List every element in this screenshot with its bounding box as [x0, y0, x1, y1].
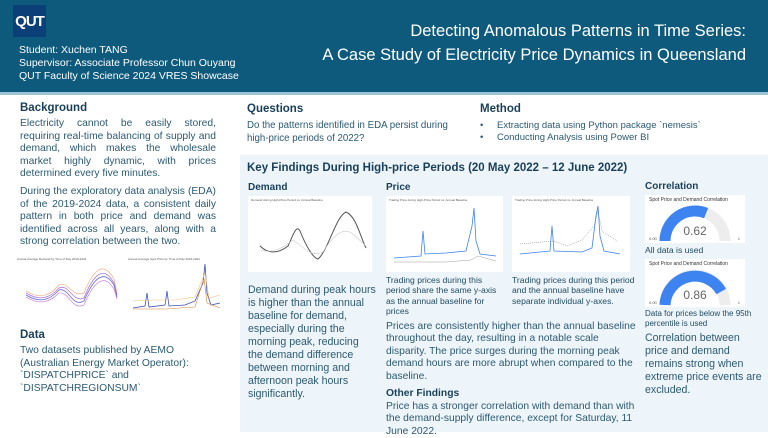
gauge-arc [659, 205, 731, 242]
event-name: QUT Faculty of Science 2024 VRES Showcas… [19, 70, 239, 82]
qut-logo: QUT [13, 5, 46, 37]
method-item: Conducting Analysis using Power BI [480, 132, 701, 144]
background-paragraph-2: During the exploratory data analysis (ED… [20, 185, 216, 248]
demand-lines [25, 268, 118, 307]
key-findings-heading: Key Findings During High-price Periods (… [247, 162, 628, 174]
data-heading: Data [20, 328, 45, 341]
price-lines [393, 207, 497, 263]
questions-heading: Questions [247, 103, 304, 115]
gauge-title: Spot Price and Demand Correlation [649, 261, 728, 268]
background-paragraph-1: Electricity cannot be easily stored, req… [20, 118, 216, 180]
header-divider [0, 92, 768, 95]
gauge-value: 0.86 [683, 288, 707, 303]
questions-text: Do the patterns identified in EDA persis… [247, 120, 448, 144]
gauge-min: 0.00 [649, 236, 657, 241]
gauge-max: 1 [737, 236, 740, 241]
header-banner [0, 0, 768, 92]
supervisor-name: Supervisor: Associate Professor Chun Ouy… [19, 57, 236, 69]
price-column: Price Trading Price during High-Price Pe… [386, 182, 640, 438]
demand-vs-baseline-chart: Demand during High-Price Period vs. Annu… [248, 196, 372, 272]
method-item: Extracting data using Python package `ne… [480, 120, 701, 132]
correlation-gauge-all-data: Spot Price and Demand Correlation 0.62 0… [645, 195, 745, 243]
price-lines [519, 205, 621, 255]
chart-title: Annual Average Spot Price by Time of Day… [128, 256, 200, 261]
gauge-max: 1 [737, 300, 740, 306]
price-text: Prices are consistently higher than the … [386, 320, 636, 382]
price-caption-1: Trading prices during this period share … [386, 275, 497, 317]
method-list: Extracting data using Python package `ne… [480, 120, 701, 144]
price-captions: Trading prices during this period share … [386, 275, 640, 317]
price-charts: Trading Price during High-Price Period v… [386, 196, 640, 272]
price-separate-axes-chart: Trading Price during High-Price Period v… [512, 196, 630, 272]
poster-title-line2: A Case Study of Electricity Price Dynami… [322, 46, 746, 64]
chart-title: Trading Price during High-Price Period v… [389, 198, 468, 202]
poster-title-line1: Detecting Anomalous Patterns in Time Ser… [410, 22, 746, 40]
gauge-value: 0.62 [683, 224, 707, 238]
chart-title: Annual Average Demand by Time of Day 201… [17, 256, 87, 261]
correlation-heading: Correlation [645, 181, 699, 192]
other-findings-heading: Other Findings [386, 387, 460, 399]
method-heading: Method [480, 103, 521, 115]
gauge2-caption: Data for prices below the 95th percentil… [645, 309, 752, 329]
eda-price-chart: Annual Average Spot Price by Time of Day… [125, 254, 225, 319]
other-findings-text: Price has a stronger correlation with de… [386, 400, 635, 437]
left-column: Background Electricity cannot be easily … [14, 102, 225, 395]
demand-column: Demand Demand during High-Price Period v… [248, 182, 376, 401]
demand-heading: Demand [248, 182, 288, 193]
demand-lines [259, 211, 367, 260]
data-text: Two datasets published by AEMO (Australi… [20, 344, 189, 394]
eda-charts: Annual Average Demand by Time of Day 201… [14, 254, 225, 319]
chart-title: Trading Price during High-Price Period v… [515, 198, 594, 202]
gauge1-caption: All data is used [645, 245, 704, 255]
student-name: Student: Xuchen TANG [19, 44, 128, 56]
gauge-arc [659, 269, 731, 306]
correlation-text: Correlation between price and demand rem… [645, 332, 762, 397]
price-caption-2: Trading prices during this period and th… [512, 275, 635, 306]
gauge-min: 0.00 [649, 300, 657, 306]
price-lines [132, 263, 221, 310]
correlation-column: Correlation Spot Price and Demand Correl… [645, 181, 765, 397]
eda-demand-chart: Annual Average Demand by Time of Day 201… [14, 254, 122, 319]
correlation-gauge-below-95th: Spot Price and Demand Correlation 0.86 0… [645, 259, 745, 308]
demand-text: Demand during peak hours is higher than … [248, 284, 376, 400]
gauge-title: Spot Price and Demand Correlation [649, 197, 728, 203]
price-heading: Price [386, 182, 411, 193]
price-shared-axis-chart: Trading Price during High-Price Period v… [386, 196, 503, 272]
background-heading: Background [20, 102, 88, 114]
chart-title: Demand during High-Price Period vs. Annu… [251, 198, 323, 202]
